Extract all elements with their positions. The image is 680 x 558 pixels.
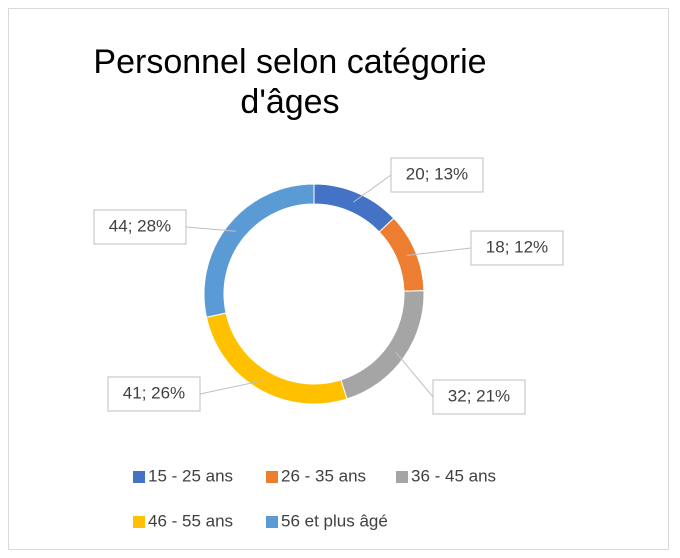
leader-line [395,351,434,398]
legend-label: 15 - 25 ans [148,466,233,485]
leader-line [353,174,392,203]
label-box [470,230,564,266]
label-box [93,209,187,245]
legend-label: 46 - 55 ans [148,511,233,530]
legend-swatch [133,516,145,528]
legend-swatch [266,516,278,528]
leader-line [406,247,472,256]
legend-label: 26 - 35 ans [281,466,366,485]
data-label: 20; 13% [406,164,468,183]
label-box [107,376,201,412]
leader-line [185,226,237,232]
label-box [432,379,526,415]
legend-label: 36 - 45 ans [411,466,496,485]
data-label: 18; 12% [486,237,548,256]
data-label: 32; 21% [448,386,510,405]
chart-title: Personnel selon catégorie d'âges [93,43,487,121]
legend-label: 56 et plus âgé [281,511,388,530]
legend-swatch [266,471,278,483]
data-label: 44; 28% [109,216,171,235]
data-label: 41; 26% [123,383,185,402]
label-box [390,157,484,193]
chart-border [8,8,669,550]
legend-swatch [396,471,408,483]
donut-segment [203,183,315,318]
legend-swatch [133,471,145,483]
leader-line [199,379,264,395]
